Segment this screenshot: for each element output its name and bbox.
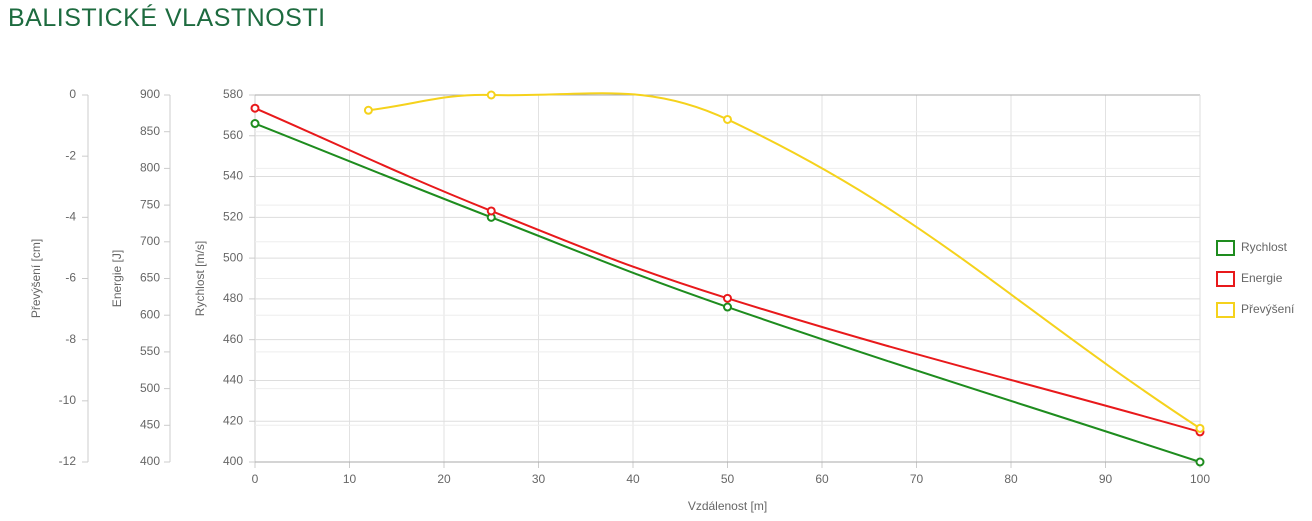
x-tick-label: 40	[626, 472, 640, 486]
y-tick-label: -8	[65, 332, 76, 346]
y-tick-label: 420	[223, 413, 243, 427]
data-point	[1195, 423, 1205, 433]
data-point	[486, 212, 496, 222]
y-tick-label: -10	[59, 393, 77, 407]
y-tick-label: 700	[140, 234, 160, 248]
y-tick-label: -2	[65, 148, 76, 162]
y-tick-label: 850	[140, 124, 160, 138]
y-tick-label: 480	[223, 291, 243, 305]
data-point	[250, 103, 260, 113]
y-tick-label: 400	[140, 454, 160, 468]
legend-label: Rychlost	[1241, 240, 1288, 254]
y-tick-label: 0	[69, 87, 76, 101]
x-tick-label: 20	[437, 472, 451, 486]
legend-swatch	[1216, 302, 1235, 318]
x-tick-label: 70	[910, 472, 924, 486]
series-line	[254, 122, 1201, 463]
x-axis-title: Vzdálenost [m]	[688, 499, 767, 513]
y-tick-label: 600	[140, 307, 160, 321]
data-point	[363, 105, 373, 115]
x-tick-label: 90	[1099, 472, 1113, 486]
x-tick-label: 80	[1004, 472, 1018, 486]
y-tick-label: 400	[223, 454, 243, 468]
legend-swatch	[1216, 240, 1235, 256]
data-point	[486, 206, 496, 216]
legend-label: Energie	[1241, 271, 1283, 285]
y-axis-title: Energie [J]	[110, 250, 124, 307]
y-tick-label: 460	[223, 332, 243, 346]
legend-swatch	[1216, 271, 1235, 287]
page-title: BALISTICKÉ VLASTNOSTI	[8, 4, 326, 32]
y-tick-label: -4	[65, 210, 76, 224]
y-tick-label: -6	[65, 271, 76, 285]
y-tick-label: 560	[223, 128, 243, 142]
y-tick-label: 580	[223, 87, 243, 101]
x-tick-label: 50	[721, 472, 735, 486]
y-tick-label: 650	[140, 271, 160, 285]
x-tick-label: 0	[252, 472, 259, 486]
y-tick-label: 750	[140, 197, 160, 211]
x-tick-label: 10	[343, 472, 357, 486]
data-point	[723, 293, 732, 303]
series-line	[254, 107, 1201, 433]
y-tick-label: 450	[140, 417, 160, 431]
data-point	[1195, 457, 1205, 467]
data-point	[250, 119, 260, 129]
y-tick-label: 500	[140, 381, 160, 395]
y-tick-label: 800	[140, 161, 160, 175]
y-axis-title: Rychlost [m/s]	[193, 241, 207, 316]
y-tick-label: 520	[223, 210, 243, 224]
y-tick-label: -12	[59, 454, 77, 468]
y-tick-label: 540	[223, 169, 243, 183]
x-tick-label: 60	[815, 472, 829, 486]
y-tick-label: 440	[223, 373, 243, 387]
y-axis-title: Převýšení [cm]	[29, 239, 43, 318]
x-tick-label: 100	[1190, 472, 1210, 486]
y-tick-label: 500	[223, 250, 243, 264]
data-point	[723, 114, 732, 124]
y-tick-label: 550	[140, 344, 160, 358]
data-point	[723, 302, 732, 312]
x-tick-label: 30	[532, 472, 546, 486]
series-line	[368, 92, 1201, 430]
legend-label: Převýšení	[1241, 302, 1295, 316]
data-point	[1195, 427, 1205, 437]
data-point	[486, 90, 496, 100]
y-tick-label: 900	[140, 87, 160, 101]
